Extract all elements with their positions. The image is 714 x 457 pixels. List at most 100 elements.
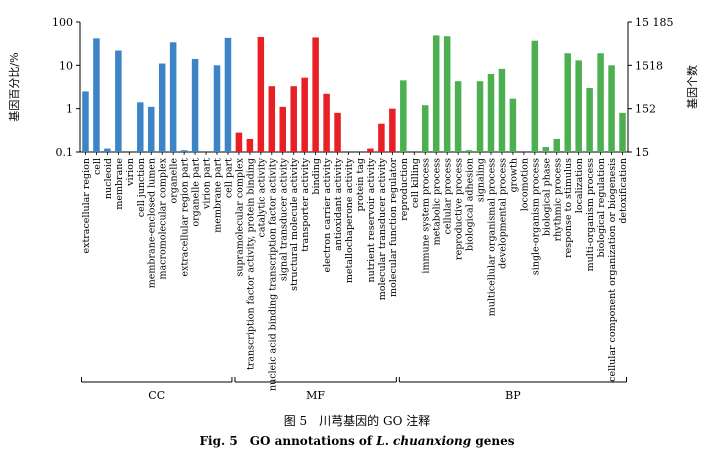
category-label: cell killing [410, 158, 421, 208]
category-label: supramolecular complex [234, 157, 245, 276]
caption-zh-text: 图 5 川芎基因的 GO 注释 [283, 414, 431, 428]
bar [400, 80, 407, 152]
bar [279, 106, 287, 152]
category-label: extracellular region part [180, 158, 191, 277]
category-label: reproductive process [454, 158, 465, 260]
right-axis-title: 基因个数 [686, 65, 699, 109]
category-label: locomotion [519, 158, 530, 211]
figure-caption-english: Fig. 5 GO annotations of L. chuanxiong g… [0, 432, 714, 449]
bar [575, 60, 582, 153]
category-label: biological phase [541, 158, 552, 236]
bar [104, 148, 111, 152]
category-label: binding [311, 158, 322, 195]
category-label: cell part [223, 158, 234, 198]
category-label: single-organism process [530, 158, 541, 275]
bar [586, 87, 593, 152]
category-label: biological adhesion [465, 158, 476, 251]
category-label: localization [574, 158, 585, 213]
category-label: transporter activity [300, 157, 311, 251]
left-tick-label: 100 [52, 16, 73, 29]
bar [224, 37, 232, 152]
category-label: nucleoid [103, 158, 114, 199]
category-label: organelle [169, 158, 180, 204]
category-label: organelle part [191, 158, 202, 227]
left-tick-label: 1 [66, 103, 73, 116]
right-tick-label: 1518 [635, 59, 663, 72]
bar [235, 132, 243, 152]
bar [290, 86, 297, 152]
bar [257, 37, 265, 152]
category-label: cellular component organization or bioge… [607, 158, 618, 382]
bar [312, 37, 319, 153]
category-label: membrane-enclosed lumen [147, 158, 158, 288]
bar [82, 91, 89, 152]
right-tick-label: 15 [635, 146, 649, 159]
category-label: multicellular organismal process [487, 158, 498, 316]
category-label: virion [125, 158, 136, 187]
bar [115, 50, 122, 152]
category-label: membrane [114, 158, 125, 210]
bar [531, 40, 539, 152]
bar [367, 148, 374, 152]
category-label: membrane part [213, 158, 224, 233]
category-label: molecular function regulator [388, 158, 399, 297]
category-label: macromolecular complex [158, 157, 169, 279]
group-label: CC [148, 389, 165, 402]
category-label: multi-organism process [585, 158, 596, 271]
bar [158, 63, 166, 152]
chart-svg: 0.1 1 10 100 15 152 1518 15 185 基因百分比/% 基因个数 extra… [8, 16, 699, 402]
bar [542, 147, 550, 152]
category-label: metallochaperone activity [344, 157, 355, 283]
category-label: metabolic process [432, 158, 443, 245]
category-label: response to stimulus [563, 158, 574, 258]
category-label: cell [92, 158, 103, 175]
group-label: MF [306, 389, 325, 402]
bar [553, 138, 561, 152]
category-label: reproduction [399, 158, 410, 221]
bar [619, 112, 626, 152]
bar [334, 112, 341, 152]
category-label: antioxidant activity [333, 157, 344, 251]
bar [246, 138, 254, 152]
bar [498, 68, 506, 152]
category-label: cellular process [443, 158, 454, 235]
bar [301, 77, 308, 152]
bar [487, 74, 495, 152]
caption-en-suffix: genes [471, 434, 515, 448]
bar [323, 93, 330, 152]
category-label: biological regulation [596, 158, 607, 258]
left-axis-title: 基因百分比/% [8, 52, 21, 121]
category-label: extracellular region [81, 158, 92, 254]
category-label: catalytic activity [256, 157, 267, 237]
bar [378, 123, 385, 152]
category-label: nutrient reservoir activity [366, 157, 377, 282]
bar [137, 102, 144, 152]
caption-en-prefix: Fig. 5 GO annotations of [199, 434, 377, 448]
bar [180, 150, 188, 152]
category-label: electron carrier activity [322, 157, 333, 272]
bar [213, 65, 221, 152]
category-label: immune system process [421, 158, 432, 274]
caption-en-species: L. chuanxiong [376, 434, 472, 448]
category-label: transcription factor activity, protein b… [245, 158, 256, 370]
category-label: developmental process [497, 158, 508, 269]
bar [169, 42, 177, 152]
bar [389, 108, 396, 152]
bar [93, 38, 100, 152]
category-label: structural molecule activity [289, 157, 300, 290]
left-tick-label: 10 [59, 59, 73, 72]
bar [268, 86, 276, 152]
bar [443, 36, 451, 152]
bar [432, 35, 440, 152]
category-label: molecular transducer activity [377, 157, 388, 300]
category-label: growth [508, 158, 519, 192]
category-label: cell junction [136, 158, 147, 217]
category-label: nucleic acid binding transcription facto… [267, 157, 278, 391]
bar [509, 98, 517, 152]
bar [421, 105, 429, 152]
left-tick-label: 0.1 [56, 146, 74, 159]
category-label: protein tag [355, 158, 366, 212]
category-label: rhythmic process [552, 158, 563, 242]
figure-caption-chinese: 图 5 川芎基因的 GO 注释 [0, 412, 714, 429]
